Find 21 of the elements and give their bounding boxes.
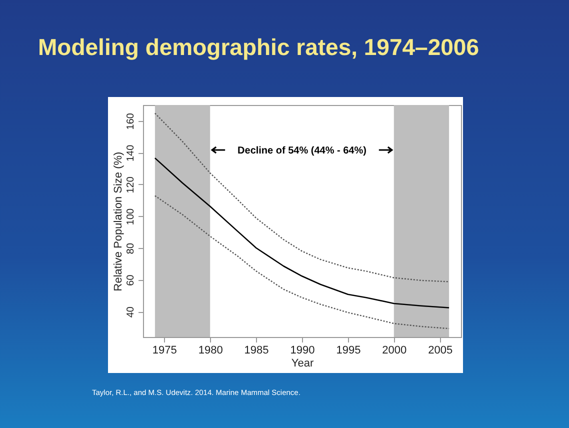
annotation: Decline of 54% (44% - 64%) [238,146,366,156]
line-series [154,112,450,282]
line-series [154,157,450,308]
x-tick-label: 1975 [152,344,177,356]
x-tick-label: 1985 [244,344,269,356]
y-tick-label: 140 [126,144,136,162]
y-tick-label: 40 [126,306,136,318]
chart-title: Modeling demographic rates, 1974–2006 [38,34,480,61]
y-tick-label: 80 [126,242,136,254]
y-tick-label: 160 [126,112,136,130]
line-series [154,195,450,330]
x-axis-title: Year [291,358,314,370]
x-tick-label: 1980 [198,344,223,356]
x-tick-label: 2000 [382,344,407,356]
x-tick-label: 2005 [428,344,453,356]
x-tick-label: 1995 [336,344,361,356]
y-tick-label: 120 [126,176,136,194]
x-tick-label: 1990 [290,344,315,356]
y-tick-label: 100 [126,208,136,226]
y-tick-label: 60 [126,274,136,286]
y-axis-title: Relative Population Size (%) [112,152,124,292]
